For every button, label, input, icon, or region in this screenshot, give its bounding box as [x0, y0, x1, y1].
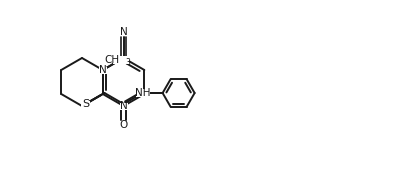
- Text: S: S: [82, 99, 89, 109]
- Text: CH: CH: [104, 55, 119, 65]
- Text: N: N: [120, 101, 127, 111]
- Text: O: O: [119, 120, 128, 130]
- Bar: [119, 102, 127, 110]
- Bar: [113, 56, 129, 64]
- Bar: [136, 89, 150, 97]
- Bar: [99, 66, 107, 74]
- Text: NH: NH: [135, 88, 150, 98]
- Bar: [81, 101, 90, 107]
- Text: 3: 3: [125, 58, 130, 67]
- Text: N: N: [99, 65, 107, 75]
- Bar: [119, 121, 128, 128]
- Bar: [119, 29, 128, 35]
- Text: N: N: [120, 27, 127, 37]
